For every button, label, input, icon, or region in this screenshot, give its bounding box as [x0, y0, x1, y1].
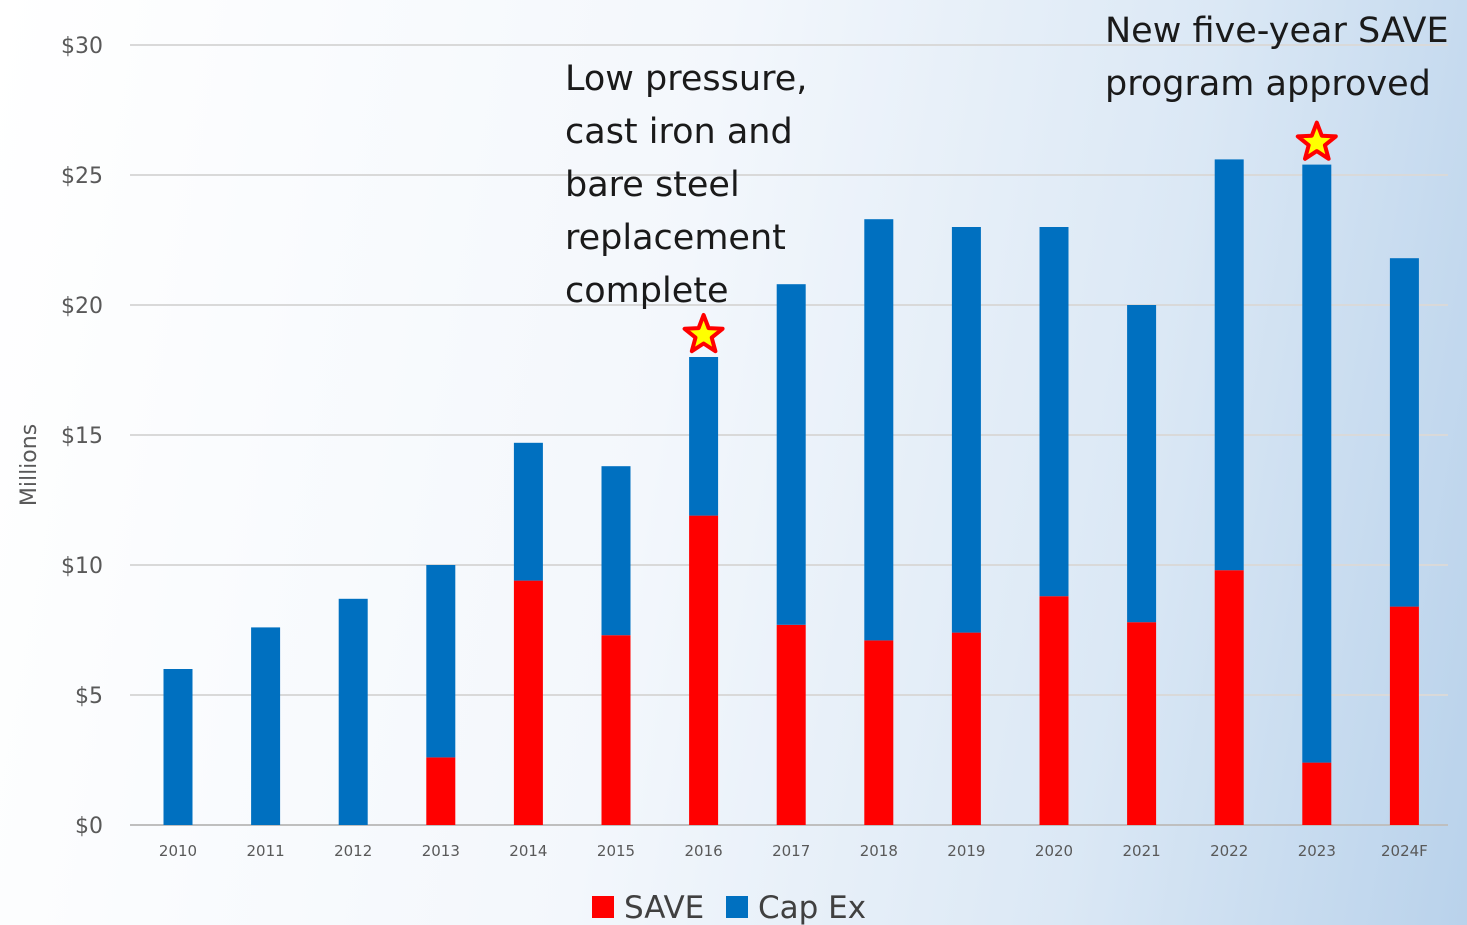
legend-swatch-save [592, 896, 614, 918]
bar-cap-ex-2021 [1127, 305, 1157, 623]
x-tick-label: 2021 [1123, 842, 1161, 860]
bar-save-2013 [426, 757, 456, 825]
bar-save-2023 [1302, 762, 1332, 825]
star-icon [682, 313, 725, 354]
bar-cap-ex-2011 [251, 627, 281, 825]
bar-save-2019 [951, 632, 981, 825]
x-tick-label: 2012 [334, 842, 372, 860]
y-axis-ticks: $0 $5 $10 $15 $20 $25 $30 [61, 34, 103, 839]
bar-cap-ex-2019 [951, 227, 981, 633]
annotation-text-line: cast iron and [565, 112, 793, 152]
bar-save-2020 [1039, 596, 1069, 825]
bar-save-2015 [601, 635, 631, 825]
x-tick-label: 2019 [947, 842, 985, 860]
star-icon [1295, 120, 1338, 161]
legend-label-save: SAVE [624, 890, 704, 925]
bar-cap-ex-2013 [426, 565, 456, 758]
bar-cap-ex-2012 [338, 598, 368, 825]
annotation-text-line: bare steel [565, 165, 740, 205]
legend: SAVE Cap Ex [592, 890, 866, 925]
bar-save-2017 [776, 624, 806, 825]
y-tick-label: $5 [75, 684, 103, 709]
legend-swatch-cap-ex [726, 896, 748, 918]
annotation-text-line: complete [565, 271, 728, 311]
y-tick-label: $30 [61, 34, 103, 59]
x-tick-label: 2023 [1298, 842, 1336, 860]
bar-cap-ex-2010 [163, 669, 193, 825]
bar-cap-ex-2016 [689, 357, 719, 516]
bar-save-2016 [689, 515, 719, 825]
bar-save-2022 [1214, 570, 1244, 825]
bars [163, 159, 1419, 825]
annotation-text-line: New five-year SAVE [1105, 11, 1449, 51]
annotations: Low pressure, cast iron and bare steel repl… [565, 11, 1449, 354]
y-axis-label: Millions [17, 424, 42, 506]
x-tick-label: 2010 [159, 842, 197, 860]
bar-cap-ex-2024f [1389, 258, 1419, 607]
annotation-text-line: replacement [565, 218, 786, 258]
legend-label-cap-ex: Cap Ex [758, 890, 866, 925]
x-tick-label: 2013 [422, 842, 460, 860]
x-tick-label: 2020 [1035, 842, 1073, 860]
y-tick-label: $25 [61, 164, 103, 189]
annotation-text-line: Low pressure, [565, 59, 807, 99]
y-tick-label: $0 [75, 814, 103, 839]
bar-save-2018 [864, 640, 894, 825]
bar-cap-ex-2020 [1039, 227, 1069, 597]
y-tick-label: $10 [61, 554, 103, 579]
x-tick-label: 2022 [1210, 842, 1248, 860]
x-tick-label: 2016 [685, 842, 723, 860]
bar-save-2014 [513, 580, 543, 825]
bar-cap-ex-2014 [513, 442, 543, 581]
bar-cap-ex-2017 [776, 284, 806, 625]
bar-save-2021 [1127, 622, 1157, 825]
bar-cap-ex-2015 [601, 466, 631, 636]
annotation-text-line: program approved [1105, 64, 1431, 104]
x-tick-label: 2017 [772, 842, 810, 860]
x-tick-label: 2018 [860, 842, 898, 860]
x-tick-label: 2014 [509, 842, 547, 860]
bar-cap-ex-2018 [864, 219, 894, 641]
x-axis-ticks: 2010 2011 2012 2013 2014 2015 2016 2017 2018 2019… [159, 842, 1428, 860]
y-tick-label: $20 [61, 294, 103, 319]
x-tick-label: 2011 [247, 842, 285, 860]
y-tick-label: $15 [61, 424, 103, 449]
bar-cap-ex-2022 [1214, 159, 1244, 571]
x-tick-label: 2015 [597, 842, 635, 860]
bar-cap-ex-2023 [1302, 164, 1332, 763]
x-tick-label: 2024F [1381, 842, 1428, 860]
bar-save-2024f [1389, 606, 1419, 825]
